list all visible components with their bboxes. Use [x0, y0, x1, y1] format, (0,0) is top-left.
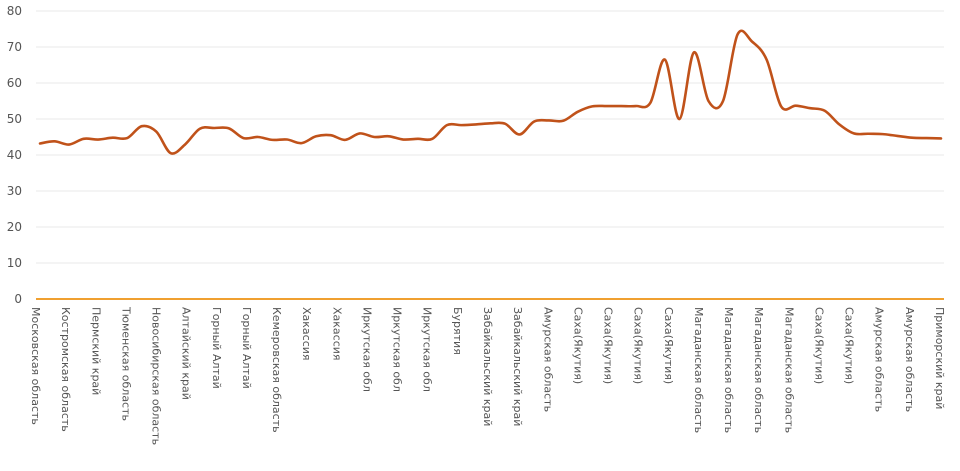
x-tick-label: Саха(Якутия) [812, 307, 825, 384]
y-tick-label: 40 [7, 148, 22, 162]
x-tick-label: Пермский край [89, 307, 102, 395]
x-tick-label: Забайкальский край [511, 307, 524, 426]
x-tick-label: Приморский край [933, 307, 946, 409]
y-tick-label: 80 [7, 4, 22, 18]
x-tick-label: Саха(Якутия) [602, 307, 615, 384]
x-tick-label: Магаданская область [722, 307, 735, 433]
x-tick-label: Саха(Якутия) [843, 307, 856, 384]
grid [36, 10, 944, 264]
x-tick-label: Бурятия [451, 307, 464, 355]
x-tick-label: Амурская область [541, 307, 554, 412]
x-tick-label: Саха(Якутия) [662, 307, 675, 384]
x-tick-label: Новосибирская область [150, 307, 163, 445]
x-tick-label: Кемеровская область [270, 307, 283, 433]
y-tick-label: 50 [7, 112, 22, 126]
x-tick-label: Иркутская обл [360, 307, 373, 392]
x-tick-label: Костромская область [59, 307, 72, 432]
series-layer [38, 29, 943, 155]
y-tick-label: 60 [7, 76, 22, 90]
x-tick-label: Амурская область [873, 307, 886, 412]
x-tick-label: Хакассия [330, 307, 343, 361]
x-tick-label: Алтайский край [180, 307, 193, 400]
x-tick-label: Амурская область [903, 307, 916, 412]
x-tick-label: Московская область [29, 307, 42, 425]
x-tick-label: Саха(Якутия) [571, 307, 584, 384]
y-tick-label: 10 [7, 256, 22, 270]
y-tick-label: 0 [14, 292, 22, 306]
x-axis-ticks: Московская область Костромская область Пер… [29, 306, 946, 445]
x-tick-label: Иркутская обл [391, 307, 404, 392]
x-tick-label: Горный Алтай [210, 307, 223, 389]
x-tick-label: Забайкальский край [481, 307, 494, 426]
x-tick-label: Хакассия [300, 307, 313, 361]
x-tick-label: Тюменская область [119, 306, 132, 421]
x-tick-label: Горный Алтай [240, 307, 253, 389]
x-tick-label: Иркутская обл [421, 307, 434, 392]
x-tick-label: Магаданская область [782, 307, 795, 433]
y-tick-label: 30 [7, 184, 22, 198]
x-tick-label: Магаданская область [752, 307, 765, 433]
y-axis-ticks: 0 10 20 30 40 50 60 70 80 [7, 4, 22, 306]
x-tick-label: Саха(Якутия) [632, 307, 645, 384]
y-tick-label: 20 [7, 220, 22, 234]
series-line-0 [38, 29, 943, 155]
x-tick-label: Магаданская область [692, 307, 705, 433]
y-tick-label: 70 [7, 40, 22, 54]
